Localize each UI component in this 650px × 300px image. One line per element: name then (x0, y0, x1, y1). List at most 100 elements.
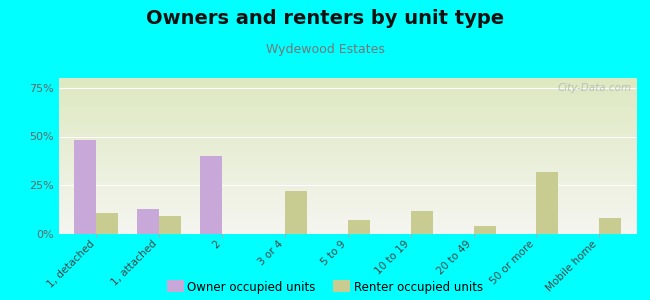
Bar (58, 215, 637, 217)
Bar (58, 165, 637, 167)
Bar (58, 170, 637, 172)
Bar (58, 214, 637, 215)
Bar (58, 136, 637, 137)
Bar (58, 200, 637, 201)
Bar (58, 232, 637, 234)
Bar (58, 167, 637, 169)
Bar (58, 94, 637, 95)
Bar (58, 86, 637, 87)
Bar (58, 218, 637, 220)
Bar (58, 153, 637, 154)
Bar (58, 131, 637, 133)
Bar (58, 211, 637, 212)
Bar (58, 194, 637, 195)
Text: City-Data.com: City-Data.com (557, 83, 631, 93)
Bar (58, 182, 637, 184)
Bar (58, 130, 637, 131)
Bar (58, 223, 637, 225)
Bar (411, 211, 433, 234)
Bar (58, 161, 637, 162)
Bar (473, 226, 495, 234)
Bar (536, 172, 558, 234)
Bar (58, 156, 637, 158)
Bar (137, 209, 159, 234)
Bar (200, 156, 222, 234)
Bar (58, 128, 637, 130)
Bar (58, 122, 637, 123)
Bar (58, 109, 637, 111)
Bar (58, 112, 637, 114)
Bar (58, 221, 637, 223)
Bar (58, 175, 637, 176)
Bar (58, 158, 637, 159)
Bar (58, 192, 637, 194)
Bar (58, 229, 637, 231)
Bar (159, 217, 181, 234)
Bar (58, 208, 637, 209)
Bar (58, 173, 637, 175)
Bar (58, 140, 637, 142)
Bar (58, 209, 637, 211)
Bar (58, 145, 637, 147)
Bar (599, 218, 621, 234)
Bar (58, 91, 637, 92)
Bar (58, 97, 637, 98)
Bar (58, 176, 637, 178)
Bar (58, 104, 637, 106)
Legend: Owner occupied units, Renter occupied units: Owner occupied units, Renter occupied un… (167, 281, 483, 294)
Bar (58, 106, 637, 108)
Bar (58, 81, 637, 83)
Bar (58, 80, 637, 81)
Bar (58, 187, 637, 189)
Bar (58, 92, 637, 94)
Bar (58, 196, 637, 198)
Bar (58, 116, 637, 117)
Bar (58, 123, 637, 125)
Bar (58, 114, 637, 116)
Bar (58, 100, 637, 101)
Bar (58, 139, 637, 140)
Bar (58, 154, 637, 156)
Bar (58, 189, 637, 190)
Bar (58, 206, 637, 208)
Bar (58, 164, 637, 165)
Bar (58, 111, 637, 112)
Bar (348, 220, 370, 234)
Bar (58, 134, 637, 136)
Bar (58, 178, 637, 179)
Text: Wydewood Estates: Wydewood Estates (266, 44, 384, 56)
Bar (58, 159, 637, 161)
Bar (58, 118, 637, 120)
Bar (58, 148, 637, 150)
Bar (58, 228, 637, 229)
Bar (58, 186, 637, 187)
Bar (58, 84, 637, 86)
Bar (58, 195, 637, 196)
Bar (58, 150, 637, 151)
Bar (285, 191, 307, 234)
Bar (58, 179, 637, 181)
Bar (58, 137, 637, 139)
Bar (58, 98, 637, 100)
Bar (58, 103, 637, 104)
Bar (58, 220, 637, 221)
Bar (58, 231, 637, 232)
Bar (58, 142, 637, 143)
Bar (58, 133, 637, 134)
Bar (58, 78, 637, 80)
Bar (58, 120, 637, 122)
Bar (58, 203, 637, 204)
Text: Owners and renters by unit type: Owners and renters by unit type (146, 9, 504, 28)
Bar (74, 140, 96, 234)
Bar (58, 125, 637, 126)
Bar (58, 126, 637, 128)
Bar (58, 184, 637, 186)
Bar (58, 198, 637, 200)
Bar (58, 172, 637, 173)
Bar (58, 190, 637, 192)
Bar (58, 83, 637, 84)
Bar (58, 89, 637, 91)
Bar (58, 95, 637, 97)
Bar (58, 147, 637, 148)
Bar (58, 169, 637, 170)
